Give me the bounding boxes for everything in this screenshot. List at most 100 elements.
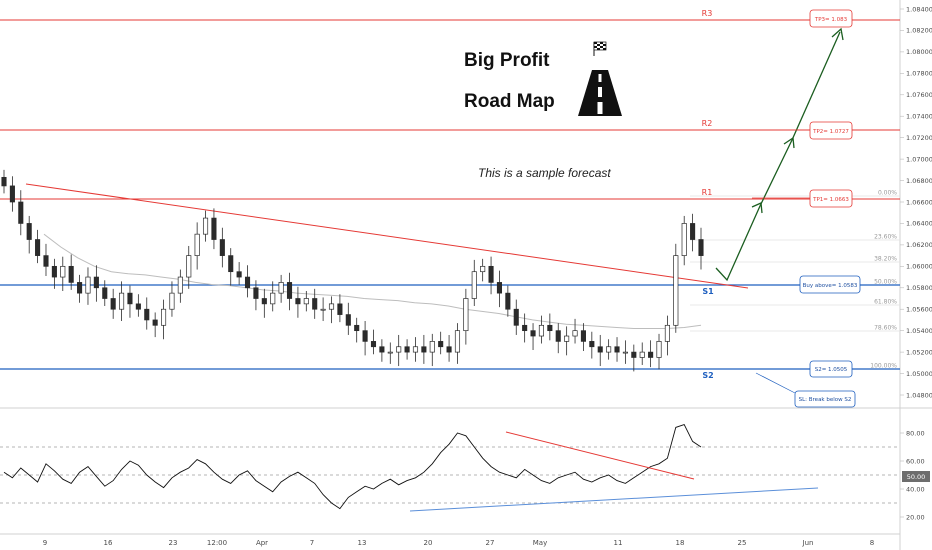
forecast-leg-1	[715, 205, 761, 282]
candle-up	[656, 341, 662, 358]
rsi-line	[3, 424, 702, 510]
buy-above-callout: Buy above= 1.0583	[752, 275, 861, 294]
candle-down	[631, 351, 637, 358]
candle-down	[286, 282, 293, 299]
tp2-label: TP2= 1.0727	[812, 129, 849, 135]
time-tick-label: 8	[870, 539, 874, 547]
candle-down	[77, 282, 83, 294]
candle-down	[244, 276, 251, 289]
candle-up	[622, 351, 628, 354]
support-label: S1	[702, 287, 714, 296]
price-tick-label: 1.08000	[906, 48, 932, 56]
candle-up	[85, 276, 91, 294]
key-levels: R1 R2 R3 S1 S2	[0, 9, 900, 380]
time-tick-label: 16	[104, 539, 113, 547]
fib-label: 0.00%	[878, 190, 897, 197]
chart-title: Big Profit	[464, 50, 550, 71]
rsi-axis: 80.00 60.00 40.00 20.00	[900, 429, 925, 521]
candle-up	[119, 292, 125, 310]
price-tick-label: 1.06000	[906, 263, 932, 271]
price-tick-label: 1.08400	[906, 5, 932, 13]
time-tick-label: 7	[310, 539, 314, 547]
price-tick-label: 1.05800	[906, 284, 932, 292]
candle-down	[648, 351, 654, 358]
candle-down	[370, 341, 377, 348]
candle-up	[538, 324, 544, 337]
candle-up	[564, 335, 570, 342]
candle-down	[505, 292, 511, 310]
candle-down	[496, 282, 503, 294]
price-tick-label: 1.06200	[906, 241, 932, 249]
candle-down	[1, 176, 7, 187]
sample-forecast-note: This is a sample forecast	[478, 166, 611, 180]
candle-down	[589, 341, 595, 348]
candle-down	[9, 185, 15, 203]
stop-loss-label: SL: Break below S2	[799, 397, 852, 403]
resistance-label: R2	[702, 119, 713, 128]
price-tick-label: 1.07600	[906, 91, 932, 99]
candle-down	[614, 346, 620, 353]
candle-up	[169, 292, 175, 310]
buy-above-label: Buy above= 1.0583	[803, 283, 858, 289]
fib-label: 50.00%	[874, 279, 897, 286]
candle-up	[412, 346, 419, 353]
chart-subtitle: Road Map	[464, 91, 555, 112]
rsi-tick-label: 80.00	[906, 429, 925, 437]
road-icon	[578, 70, 622, 116]
candle-down	[93, 276, 99, 289]
arrow-head-1	[751, 202, 763, 214]
time-tick-label: 25	[738, 539, 747, 547]
rsi-current-value: 50.00	[907, 473, 926, 481]
price-tick-label: 1.06600	[906, 198, 932, 206]
candle-down	[555, 330, 561, 342]
rsi-bearish-divergence-line	[505, 431, 695, 480]
candle-up	[303, 298, 309, 305]
candle-up	[270, 292, 276, 305]
candle-down	[404, 346, 410, 353]
rsi-support-trendline	[409, 487, 819, 512]
candle-up	[328, 303, 335, 310]
stop-loss-callout: SL: Break below S2	[755, 372, 856, 408]
price-tick-label: 1.07000	[906, 155, 932, 163]
candle-down	[698, 239, 704, 256]
candle-down	[228, 255, 234, 273]
candle-down	[513, 308, 519, 326]
candle-down	[219, 239, 225, 256]
candle-down	[110, 298, 116, 310]
tp1-label: TP1= 1.0663	[812, 197, 849, 203]
candle-down	[354, 324, 360, 332]
forecast-leg-2	[759, 139, 793, 207]
candle-up	[202, 217, 209, 235]
fib-label: 100.00%	[870, 363, 897, 370]
candle-down	[261, 298, 267, 305]
time-tick-label: 18	[676, 539, 685, 547]
candle-up	[161, 308, 167, 326]
candle-down	[102, 287, 108, 299]
candle-up	[320, 308, 326, 311]
descending-trendline	[25, 183, 749, 289]
candle-up	[664, 324, 670, 342]
candle-down	[530, 330, 536, 337]
candle-down	[135, 303, 141, 310]
candle-up	[194, 233, 200, 256]
checkered-flag-icon	[593, 41, 607, 56]
candle-up	[471, 271, 477, 299]
price-tick-label: 1.06800	[906, 177, 932, 185]
candle-up	[60, 265, 66, 278]
price-tick-label: 1.04800	[906, 391, 932, 399]
moving-average-line	[43, 233, 702, 329]
candle-up	[177, 276, 183, 294]
candle-down	[446, 346, 452, 353]
price-tick-label: 1.07800	[906, 70, 932, 78]
candle-up	[673, 255, 679, 326]
resistance-label: R1	[702, 188, 713, 197]
candle-up	[278, 282, 284, 294]
candle-down	[26, 223, 32, 240]
price-tick-label: 1.07200	[906, 134, 932, 142]
price-tick-label: 1.08200	[906, 27, 932, 35]
candle-down	[379, 346, 385, 353]
tp1-callout: TP1= 1.0663	[752, 189, 853, 208]
arrow-head-2	[783, 136, 795, 149]
support-label: S2	[702, 371, 713, 380]
tp3-label: TP3= 1.083	[814, 17, 848, 23]
